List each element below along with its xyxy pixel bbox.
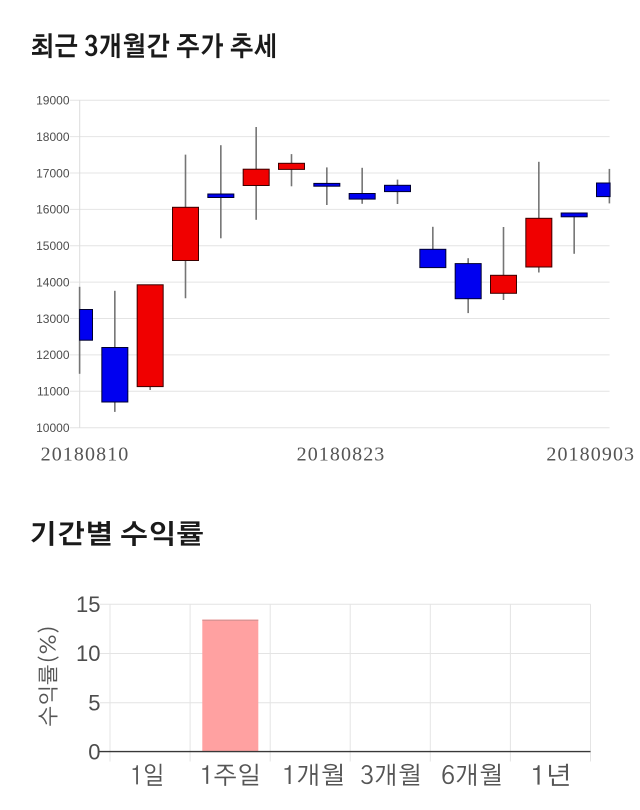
- svg-text:17000: 17000: [36, 166, 70, 180]
- svg-text:10000: 10000: [36, 421, 70, 435]
- svg-text:15: 15: [76, 592, 100, 617]
- svg-text:0: 0: [88, 739, 100, 764]
- svg-text:13000: 13000: [36, 312, 70, 326]
- svg-text:11000: 11000: [37, 385, 70, 399]
- svg-text:18000: 18000: [36, 130, 70, 144]
- svg-text:20180903: 20180903: [546, 444, 635, 466]
- svg-text:12000: 12000: [36, 348, 70, 362]
- svg-text:14000: 14000: [36, 275, 70, 289]
- svg-text:20180810: 20180810: [41, 444, 130, 466]
- svg-text:15000: 15000: [36, 239, 70, 253]
- svg-text:20180823: 20180823: [297, 444, 386, 466]
- svg-text:16000: 16000: [36, 203, 70, 217]
- svg-text:10: 10: [76, 641, 100, 666]
- svg-text:19000: 19000: [36, 94, 70, 108]
- svg-text:5: 5: [88, 690, 100, 715]
